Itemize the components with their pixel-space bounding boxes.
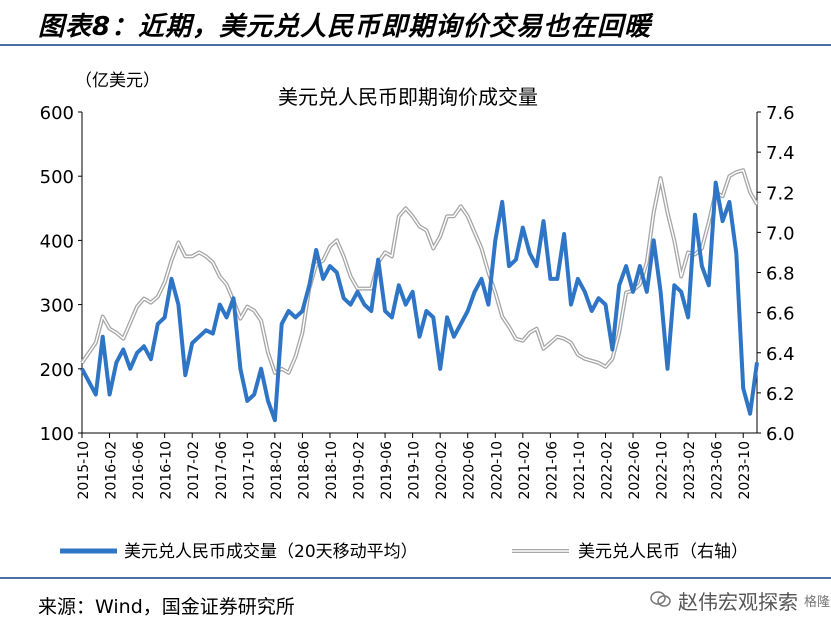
left-axis: 100 200 300 400 500 600 [40, 103, 83, 445]
right-tick-label: 6.2 [766, 384, 795, 405]
left-tick-label: 500 [40, 167, 74, 188]
legend: 美元兑人民币成交量（20天移动平均） 美元兑人民币（右轴） [60, 542, 748, 562]
x-tick-label: 2017-02 [186, 441, 202, 500]
volume-series-line [80, 180, 759, 423]
watermark-text: 赵伟宏观探索 [678, 590, 798, 614]
x-axis: 2015-10 2016-02 2016-06 2016-10 2017-02 2017-… [76, 432, 757, 500]
left-tick-label: 100 [40, 424, 74, 445]
x-tick-label: 2021-06 [544, 441, 560, 500]
x-tick-label: 2023-02 [682, 441, 698, 500]
right-tick-label: 6.4 [766, 344, 795, 365]
legend-label-fx: 美元兑人民币（右轴） [578, 542, 748, 562]
x-tick-label: 2020-06 [462, 441, 478, 500]
wechat-icon [650, 589, 672, 613]
x-tick-label: 2016-06 [131, 441, 147, 500]
right-tick-label: 7.6 [766, 103, 795, 124]
x-tick-label: 2017-06 [214, 441, 230, 500]
fx-series-line-inner [81, 169, 758, 374]
x-tick-label: 2018-02 [269, 441, 285, 500]
x-tick-label: 2019-10 [407, 441, 423, 500]
right-tick-label: 7.0 [766, 223, 795, 244]
top-rule [0, 44, 831, 46]
right-tick-label: 7.2 [766, 183, 795, 204]
source-note: 来源：Wind，国金证券研究所 [38, 596, 295, 618]
x-tick-label: 2022-06 [627, 441, 643, 500]
watermark: 赵伟宏观探索 格隆汇 [650, 586, 831, 615]
left-axis-unit-label: （亿美元） [75, 71, 160, 91]
x-tick-label: 2018-06 [296, 441, 312, 500]
left-tick-label: 200 [40, 360, 74, 381]
watermark-sub: 格隆汇 [804, 595, 831, 610]
x-tick-label: 2021-10 [572, 441, 588, 500]
figure-heading: 图表8：近期，美元兑人民币即期询价交易也在回暖 [38, 12, 652, 42]
right-tick-label: 7.4 [766, 143, 795, 164]
left-tick-label: 600 [40, 103, 74, 124]
right-tick-label: 6.0 [766, 424, 795, 445]
left-tick-label: 400 [40, 231, 74, 252]
legend-label-volume: 美元兑人民币成交量（20天移动平均） [124, 542, 418, 562]
plot-area [80, 168, 759, 423]
x-tick-label: 2023-06 [710, 441, 726, 500]
bottom-rule [0, 577, 831, 579]
right-tick-label: 6.8 [766, 264, 795, 285]
x-tick-label: 2017-10 [241, 441, 257, 500]
x-tick-label: 2019-02 [352, 441, 368, 500]
chart-title: 美元兑人民币即期询价成交量 [278, 85, 538, 109]
x-tick-label: 2022-02 [599, 441, 615, 500]
x-tick-label: 2020-02 [434, 441, 450, 500]
x-tick-label: 2016-02 [104, 441, 120, 500]
x-tick-label: 2016-10 [159, 441, 175, 500]
right-tick-label: 6.6 [766, 304, 795, 325]
x-tick-label: 2023-10 [737, 441, 753, 500]
x-tick-label: 2020-10 [489, 441, 505, 500]
left-tick-label: 300 [40, 296, 74, 317]
x-tick-label: 2021-02 [517, 441, 533, 500]
x-tick-label: 2018-10 [324, 441, 340, 500]
x-tick-label: 2022-10 [655, 441, 671, 500]
right-axis: 6.0 6.2 6.4 6.6 6.8 7.0 7.2 7.4 7.6 [756, 103, 795, 445]
x-tick-label: 2019-06 [379, 441, 395, 500]
x-tick-label: 2015-10 [76, 441, 92, 500]
